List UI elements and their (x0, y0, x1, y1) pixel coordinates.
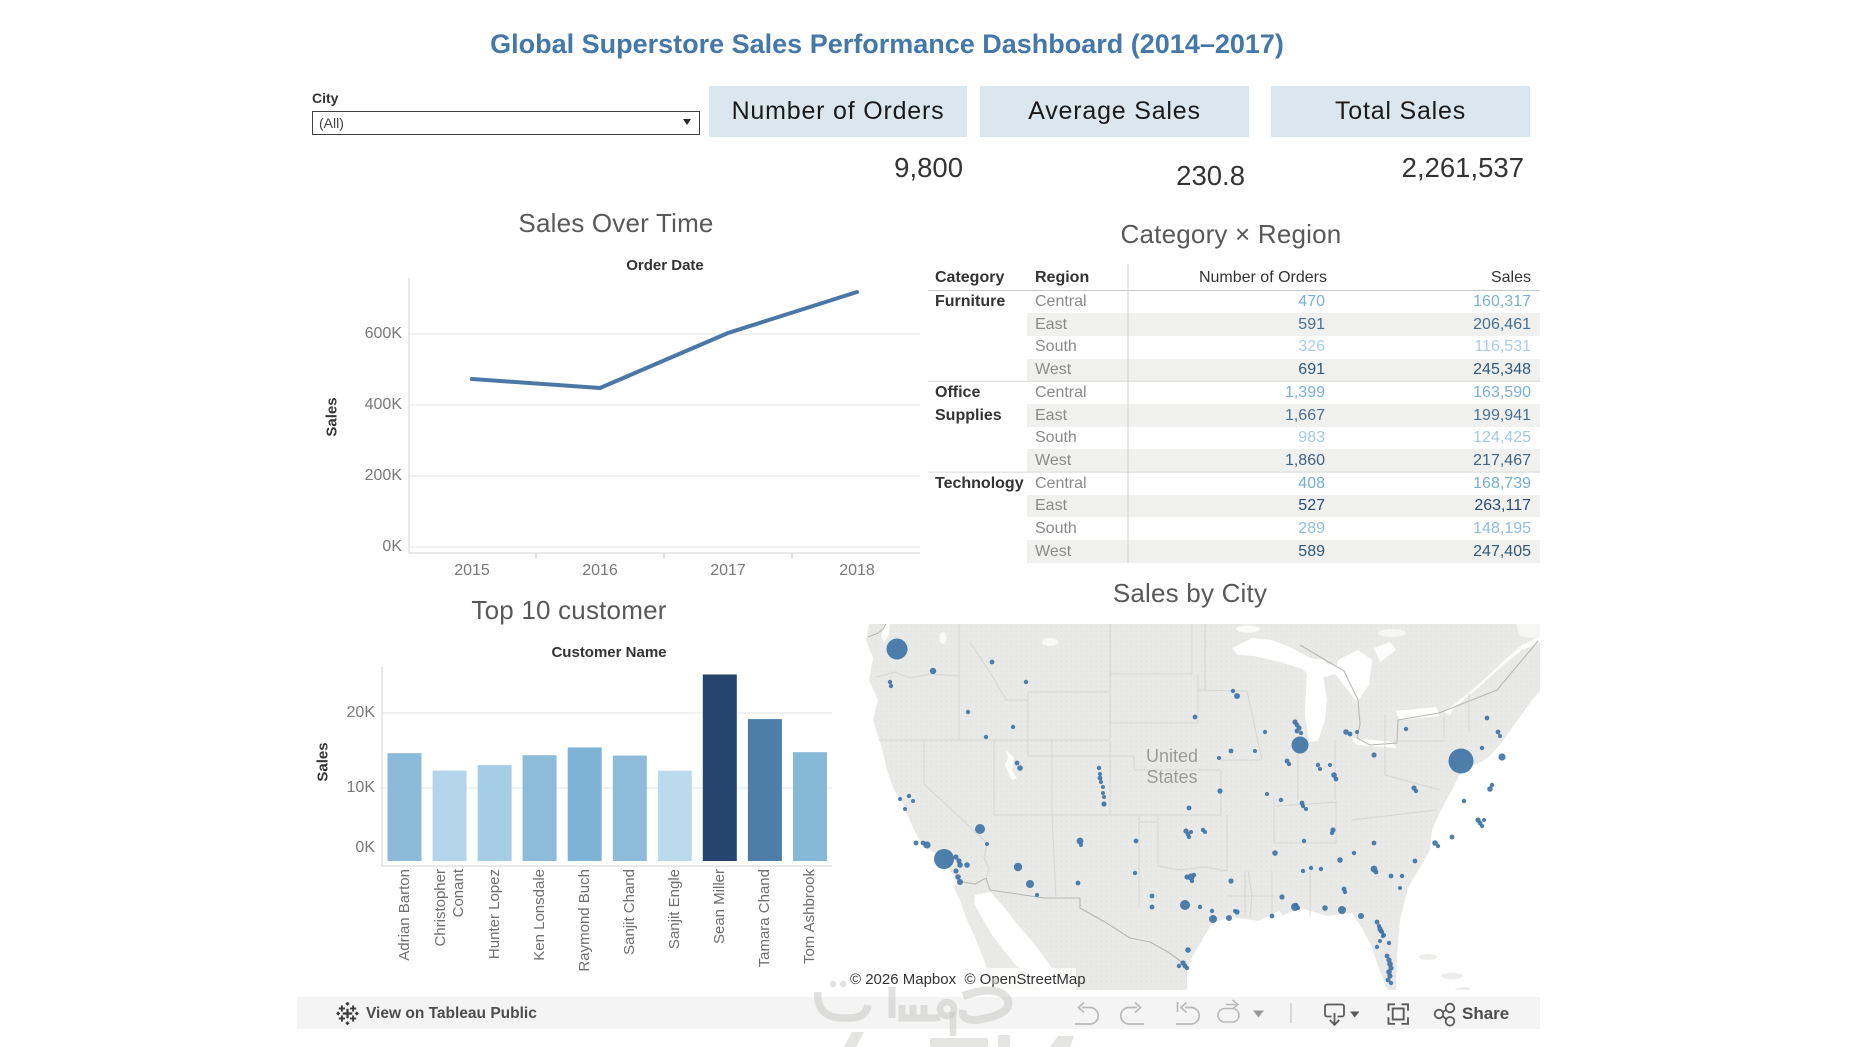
svg-text:United: United (1146, 746, 1198, 766)
svg-text:© 2026 Mapbox © OpenStreetMap: © 2026 Mapbox © OpenStreetMap (850, 971, 1086, 988)
svg-text:States: States (1146, 767, 1197, 787)
